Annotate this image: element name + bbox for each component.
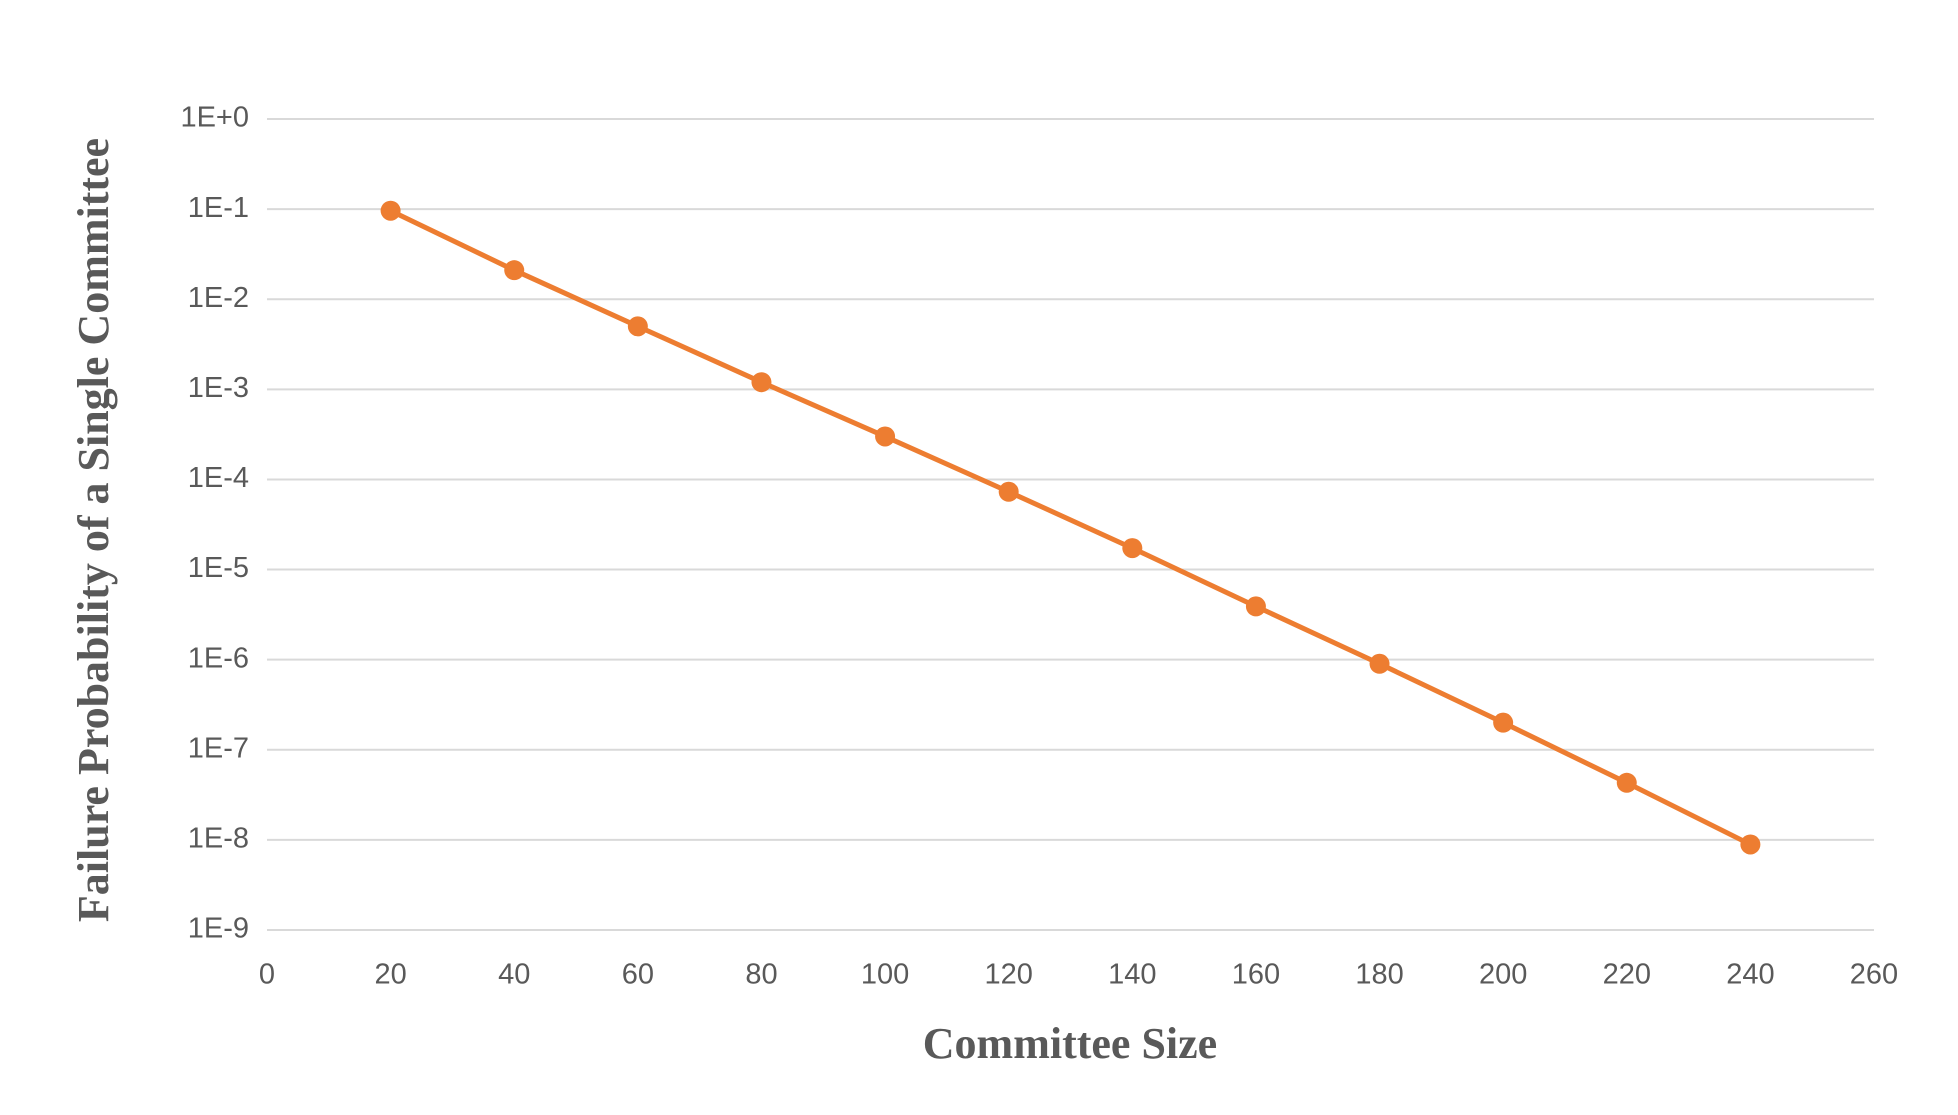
x-tick-label: 180: [1355, 959, 1403, 991]
data-point: [627, 316, 648, 337]
data-point: [1493, 712, 1514, 733]
x-tick-label: 260: [1850, 959, 1898, 991]
y-tick-label: 1E-5: [188, 552, 249, 584]
y-tick-label: 1E-1: [188, 192, 249, 224]
y-tick-label: 1E-3: [188, 372, 249, 404]
x-tick-label: 40: [498, 959, 530, 991]
data-point: [751, 372, 772, 393]
x-tick-label: 80: [745, 959, 777, 991]
data-point: [1122, 538, 1143, 559]
y-tick-label: 1E+0: [180, 102, 249, 134]
data-point: [1369, 653, 1390, 674]
x-tick-label: 100: [861, 959, 909, 991]
y-tick-label: 1E-7: [188, 732, 249, 764]
data-point: [1616, 772, 1637, 793]
x-axis-title: Committee Size: [923, 1019, 1217, 1068]
data-point: [504, 260, 525, 281]
x-tick-label: 160: [1232, 959, 1280, 991]
y-tick-label: 1E-9: [188, 913, 249, 945]
series-line: [389, 208, 1752, 847]
data-point: [1245, 596, 1266, 617]
x-tick-label: 0: [259, 959, 275, 991]
x-tick-label: 240: [1726, 959, 1774, 991]
y-tick-label: 1E-6: [188, 642, 249, 674]
x-tick-label: 120: [984, 959, 1032, 991]
y-tick-label: 1E-8: [188, 823, 249, 855]
x-tick-label: 60: [622, 959, 654, 991]
x-tick-label: 20: [374, 959, 406, 991]
x-tick-label: 220: [1603, 959, 1651, 991]
x-tick-label: 200: [1479, 959, 1527, 991]
data-point: [380, 200, 401, 221]
data-point: [875, 426, 896, 447]
y-tick-label: 1E-4: [188, 462, 249, 494]
data-point: [998, 481, 1019, 502]
y-axis-title: Failure Probability of a Single Committe…: [69, 138, 118, 922]
x-tick-label: 140: [1108, 959, 1156, 991]
data-point: [1740, 834, 1761, 855]
y-tick-label: 1E-2: [188, 282, 249, 314]
